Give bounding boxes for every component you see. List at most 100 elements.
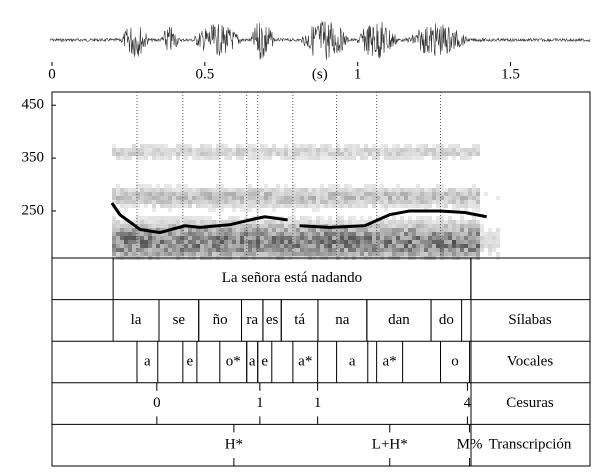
spectrogram-cell xyxy=(392,224,396,228)
spectrogram-cell xyxy=(324,200,328,204)
spectrogram-cell xyxy=(336,228,340,232)
spectrogram-cell xyxy=(284,236,288,240)
spectrogram-cell xyxy=(388,232,392,236)
spectrogram-cell xyxy=(340,240,344,244)
spectrogram-cell xyxy=(436,240,440,244)
spectrogram-cell xyxy=(240,196,244,200)
spectrogram-cell xyxy=(316,244,320,248)
spectrogram-cell xyxy=(308,248,312,252)
spectrogram-cell xyxy=(260,148,264,152)
spectrogram-cell xyxy=(344,244,348,248)
spectrogram-cell xyxy=(304,216,308,220)
spectrogram-cell xyxy=(364,240,368,244)
spectrogram-cell xyxy=(112,192,116,196)
spectrogram-cell xyxy=(232,152,236,156)
spectrogram-cell xyxy=(132,248,136,252)
spectrogram-cell xyxy=(112,240,116,244)
tier-name: Cesuras xyxy=(506,395,554,411)
spectrogram-cell xyxy=(476,200,480,204)
spectrogram-cell xyxy=(244,204,248,208)
spectrogram-cell xyxy=(340,156,344,160)
spectrogram-cell xyxy=(288,152,292,156)
spectrogram-cell xyxy=(440,216,444,220)
interval-label: o* xyxy=(226,353,241,369)
spectrogram-cell xyxy=(448,244,452,248)
spectrogram-cell xyxy=(128,228,132,232)
spectrogram-cell xyxy=(140,232,144,236)
spectrogram-cell xyxy=(188,200,192,204)
spectrogram-cell xyxy=(356,232,360,236)
interval-label: se xyxy=(173,312,186,328)
spectrogram-cell xyxy=(296,204,300,208)
spectrogram-cell xyxy=(456,224,460,228)
spectrogram-cell xyxy=(448,240,452,244)
spectrogram-cell xyxy=(360,232,364,236)
spectrogram-cell xyxy=(432,192,436,196)
spectrogram-cell xyxy=(440,244,444,248)
spectrogram-cell xyxy=(252,236,256,240)
spectrogram-cell xyxy=(412,220,416,224)
spectrogram-cell xyxy=(200,232,204,236)
spectrogram-cell xyxy=(212,188,216,192)
spectrogram-cell xyxy=(232,232,236,236)
spectrogram-cell xyxy=(168,224,172,228)
spectrogram-cell xyxy=(148,184,152,188)
spectrogram-cell xyxy=(140,188,144,192)
spectrogram-cell xyxy=(328,244,332,248)
spectrogram-cell xyxy=(220,236,224,240)
spectrogram-cell xyxy=(272,236,276,240)
spectrogram-cell xyxy=(396,224,400,228)
spectrogram-cell xyxy=(180,216,184,220)
spectrogram-cell xyxy=(252,148,256,152)
spectrogram-cell xyxy=(368,248,372,252)
spectrogram-cell xyxy=(340,192,344,196)
spectrogram-cell xyxy=(376,224,380,228)
spectrogram-cell xyxy=(408,244,412,248)
spectrogram-cell xyxy=(296,152,300,156)
spectrogram-cell xyxy=(248,184,252,188)
spectrogram-cell xyxy=(184,156,188,160)
spectrogram-cell xyxy=(288,224,292,228)
spectrogram-cell xyxy=(200,152,204,156)
spectrogram-cell xyxy=(220,204,224,208)
spectrogram-cell xyxy=(132,152,136,156)
interval-label: a xyxy=(144,353,151,369)
spectrogram-cell xyxy=(152,192,156,196)
spectrogram-cell xyxy=(252,240,256,244)
spectrogram-cell xyxy=(480,244,484,248)
spectrogram-cell xyxy=(204,232,208,236)
spectrogram-cell xyxy=(440,228,444,232)
spectrogram-cell xyxy=(156,184,160,188)
spectrogram-cell xyxy=(460,236,464,240)
spectrogram-cell xyxy=(300,244,304,248)
spectrogram-cell xyxy=(300,152,304,156)
spectrogram-cell xyxy=(300,200,304,204)
spectrogram-cell xyxy=(276,232,280,236)
spectrogram-cell xyxy=(180,196,184,200)
spectrogram-cell xyxy=(428,252,432,256)
spectrogram-cell xyxy=(380,236,384,240)
spectrogram-cell xyxy=(260,240,264,244)
spectrogram-cell xyxy=(280,196,284,200)
spectrogram-cell xyxy=(256,236,260,240)
spectrogram-cell xyxy=(324,156,328,160)
spectrogram-cell xyxy=(240,248,244,252)
spectrogram-cell xyxy=(360,192,364,196)
spectrogram-cell xyxy=(248,232,252,236)
spectrogram-cell xyxy=(284,156,288,160)
spectrogram-cell xyxy=(176,220,180,224)
spectrogram-cell xyxy=(496,240,500,244)
spectrogram-cell xyxy=(176,232,180,236)
spectrogram-cell xyxy=(276,148,280,152)
spectrogram-cell xyxy=(348,236,352,240)
spectrogram-cell xyxy=(140,244,144,248)
spectrogram-cell xyxy=(292,204,296,208)
spectrogram-cell xyxy=(312,248,316,252)
spectrogram-cell xyxy=(232,204,236,208)
spectrogram-cell xyxy=(456,232,460,236)
spectrogram-cell xyxy=(312,208,316,212)
spectrogram-cell xyxy=(204,192,208,196)
spectrogram-cell xyxy=(472,216,476,220)
spectrogram-cell xyxy=(136,148,140,152)
spectrogram-cell xyxy=(272,252,276,256)
